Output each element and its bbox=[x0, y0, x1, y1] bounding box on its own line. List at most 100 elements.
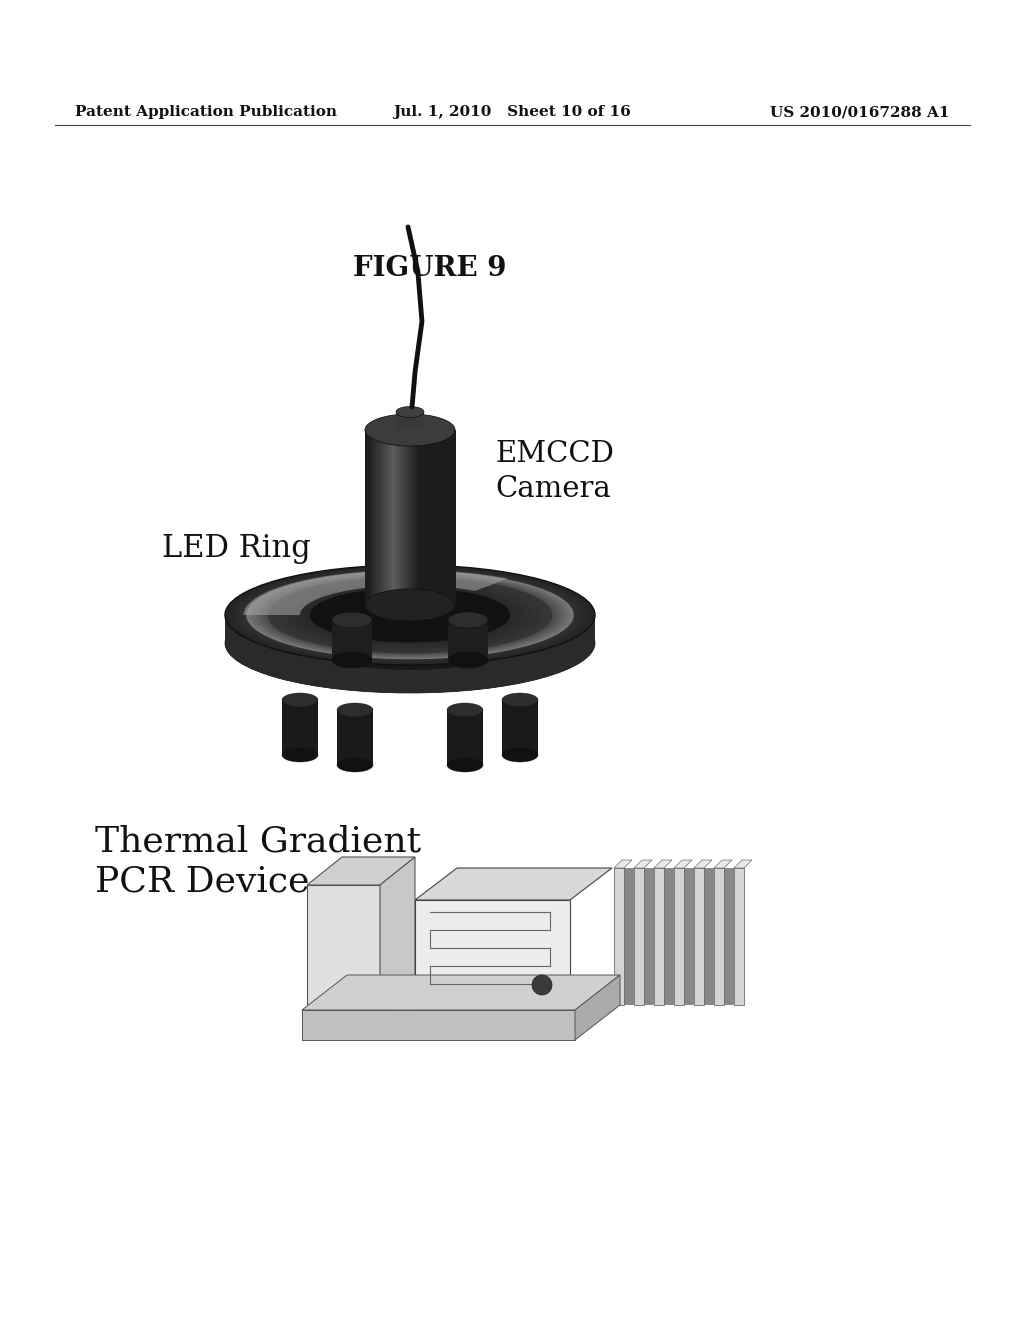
Ellipse shape bbox=[295, 583, 525, 645]
Polygon shape bbox=[674, 869, 684, 1005]
Polygon shape bbox=[282, 700, 318, 755]
Polygon shape bbox=[432, 430, 435, 605]
Ellipse shape bbox=[271, 578, 548, 652]
Polygon shape bbox=[381, 430, 384, 605]
Ellipse shape bbox=[310, 616, 510, 671]
Polygon shape bbox=[426, 430, 428, 605]
Polygon shape bbox=[424, 430, 426, 605]
Polygon shape bbox=[614, 861, 632, 869]
Ellipse shape bbox=[310, 587, 510, 642]
Polygon shape bbox=[413, 430, 415, 605]
Polygon shape bbox=[644, 869, 654, 1005]
Ellipse shape bbox=[227, 565, 593, 664]
Text: Thermal Gradient
PCR Device: Thermal Gradient PCR Device bbox=[95, 825, 421, 899]
Polygon shape bbox=[441, 430, 444, 605]
Polygon shape bbox=[421, 430, 424, 605]
Text: Patent Application Publication: Patent Application Publication bbox=[75, 106, 337, 119]
Polygon shape bbox=[307, 857, 415, 884]
Ellipse shape bbox=[240, 569, 581, 661]
Polygon shape bbox=[332, 620, 372, 660]
Polygon shape bbox=[449, 430, 451, 605]
Polygon shape bbox=[428, 430, 431, 605]
Polygon shape bbox=[408, 430, 411, 605]
Text: Jul. 1, 2010   Sheet 10 of 16: Jul. 1, 2010 Sheet 10 of 16 bbox=[393, 106, 631, 119]
Text: EMCCD
Camera: EMCCD Camera bbox=[495, 440, 613, 503]
Polygon shape bbox=[714, 861, 732, 869]
Polygon shape bbox=[654, 869, 664, 1005]
Polygon shape bbox=[734, 861, 752, 869]
Polygon shape bbox=[394, 430, 397, 605]
Polygon shape bbox=[705, 869, 714, 1005]
Polygon shape bbox=[449, 620, 488, 660]
Polygon shape bbox=[406, 430, 409, 605]
Ellipse shape bbox=[282, 693, 318, 708]
Polygon shape bbox=[398, 430, 401, 605]
Ellipse shape bbox=[242, 570, 578, 660]
Ellipse shape bbox=[285, 581, 536, 649]
Ellipse shape bbox=[306, 587, 514, 643]
Ellipse shape bbox=[282, 748, 318, 762]
Ellipse shape bbox=[287, 582, 534, 648]
Ellipse shape bbox=[293, 583, 527, 647]
Ellipse shape bbox=[502, 748, 538, 762]
Ellipse shape bbox=[304, 586, 516, 644]
Ellipse shape bbox=[231, 566, 589, 663]
Ellipse shape bbox=[276, 578, 544, 651]
Polygon shape bbox=[575, 975, 620, 1040]
Polygon shape bbox=[654, 861, 672, 869]
Polygon shape bbox=[415, 900, 570, 1010]
Ellipse shape bbox=[229, 566, 591, 664]
Polygon shape bbox=[724, 869, 734, 1005]
Ellipse shape bbox=[281, 579, 540, 649]
Polygon shape bbox=[372, 430, 375, 605]
Polygon shape bbox=[385, 430, 388, 605]
Polygon shape bbox=[634, 869, 644, 1005]
Polygon shape bbox=[379, 430, 381, 605]
Ellipse shape bbox=[283, 581, 538, 649]
Ellipse shape bbox=[246, 570, 573, 659]
Polygon shape bbox=[337, 710, 373, 766]
Ellipse shape bbox=[251, 572, 569, 659]
Ellipse shape bbox=[365, 414, 455, 446]
Circle shape bbox=[532, 975, 552, 995]
Ellipse shape bbox=[289, 582, 531, 648]
Polygon shape bbox=[694, 861, 712, 869]
Polygon shape bbox=[446, 430, 449, 605]
Ellipse shape bbox=[244, 570, 575, 660]
Ellipse shape bbox=[255, 573, 565, 657]
Ellipse shape bbox=[273, 578, 546, 652]
Ellipse shape bbox=[337, 704, 373, 717]
Ellipse shape bbox=[310, 587, 510, 642]
Ellipse shape bbox=[308, 587, 512, 643]
Ellipse shape bbox=[259, 574, 561, 656]
Ellipse shape bbox=[332, 652, 372, 668]
Ellipse shape bbox=[502, 693, 538, 708]
Polygon shape bbox=[447, 710, 483, 766]
Polygon shape bbox=[435, 430, 437, 605]
Ellipse shape bbox=[449, 612, 488, 628]
Polygon shape bbox=[376, 430, 379, 605]
Ellipse shape bbox=[249, 572, 571, 659]
Polygon shape bbox=[225, 615, 595, 693]
Polygon shape bbox=[374, 430, 377, 605]
Polygon shape bbox=[502, 700, 538, 755]
Text: US 2010/0167288 A1: US 2010/0167288 A1 bbox=[770, 106, 950, 119]
Polygon shape bbox=[368, 430, 370, 605]
Polygon shape bbox=[387, 430, 390, 605]
Ellipse shape bbox=[233, 568, 587, 663]
Ellipse shape bbox=[447, 704, 483, 717]
Polygon shape bbox=[694, 869, 705, 1005]
Ellipse shape bbox=[301, 586, 518, 644]
Text: LED Ring: LED Ring bbox=[162, 532, 310, 564]
Text: FIGURE 9: FIGURE 9 bbox=[353, 255, 507, 282]
Polygon shape bbox=[684, 869, 694, 1005]
Polygon shape bbox=[365, 430, 368, 605]
Polygon shape bbox=[714, 869, 724, 1005]
Polygon shape bbox=[396, 430, 399, 605]
Polygon shape bbox=[380, 857, 415, 1020]
Polygon shape bbox=[307, 884, 380, 1020]
Polygon shape bbox=[410, 430, 413, 605]
Ellipse shape bbox=[225, 593, 595, 693]
Ellipse shape bbox=[337, 758, 373, 772]
Ellipse shape bbox=[225, 565, 595, 665]
